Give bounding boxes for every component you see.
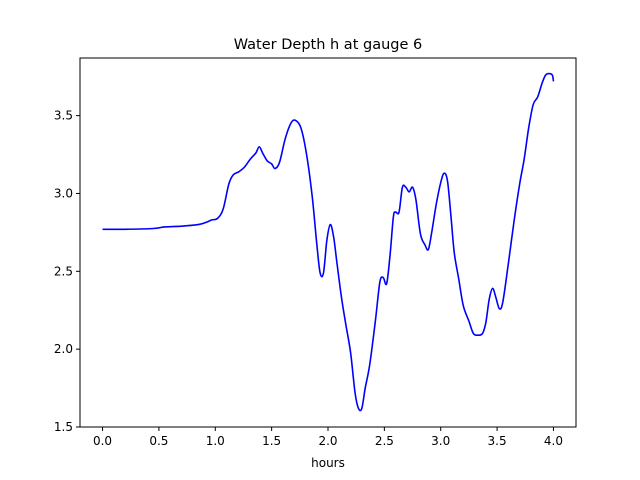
y-axis-ticks: 1.5 2.0 2.5 3.0 3.5: [54, 109, 80, 434]
x-tick-label: 2.0: [318, 434, 337, 448]
x-tick-label: 1.0: [206, 434, 225, 448]
y-tick-label: 3.0: [54, 186, 73, 200]
y-tick-label: 2.5: [54, 264, 73, 278]
chart-title: Water Depth h at gauge 6: [234, 37, 422, 53]
x-tick-label: 0.0: [93, 434, 112, 448]
x-tick-label: 2.5: [375, 434, 394, 448]
x-axis-ticks: 0.0 0.5 1.0 1.5 2.0 2.5 3.0 3.5 4.0: [93, 427, 563, 448]
x-tick-label: 3.0: [431, 434, 450, 448]
plot-area: [102, 72, 555, 412]
y-tick-label: 3.5: [54, 109, 73, 123]
x-axis-label: hours: [311, 456, 345, 470]
y-tick-label: 1.5: [54, 420, 73, 434]
x-tick-label: 3.5: [488, 434, 507, 448]
x-tick-label: 4.0: [544, 434, 563, 448]
series-line-0: [102, 72, 555, 412]
x-tick-label: 0.5: [149, 434, 168, 448]
y-tick-label: 2.0: [54, 342, 73, 356]
x-tick-label: 1.5: [262, 434, 281, 448]
